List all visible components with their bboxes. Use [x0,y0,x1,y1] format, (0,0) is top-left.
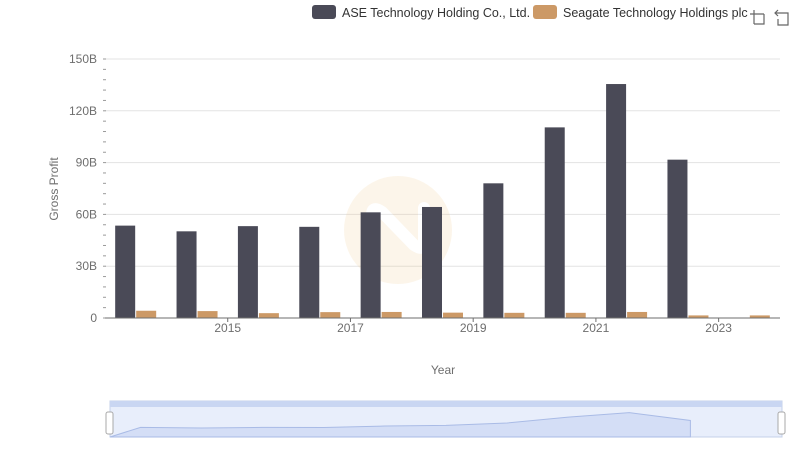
x-axis-title: Year [431,363,455,377]
x-tick-label: 2019 [460,321,487,335]
legend-item-seagate[interactable]: Seagate Technology Holdings plc [533,5,748,20]
zoom-icon[interactable] [750,10,765,25]
bar-ase-2017[interactable] [299,226,320,318]
slider-left-handle[interactable] [105,411,114,435]
bar-seagate-2017[interactable] [320,312,341,318]
bar-seagate-2021[interactable] [565,312,586,318]
slider-right-handle[interactable] [777,411,786,435]
bar-ase-2018[interactable] [360,212,381,318]
bars [115,84,770,318]
y-tick-label: 90B [76,156,97,170]
bar-seagate-2014[interactable] [136,310,157,318]
legend-label-seagate: Seagate Technology Holdings plc [563,6,748,20]
bar-ase-2015[interactable] [176,231,197,318]
bar-seagate-2018[interactable] [381,311,402,318]
bar-ase-2014[interactable] [115,225,136,318]
bar-ase-2021[interactable] [544,127,565,318]
bar-seagate-2022[interactable] [627,311,648,318]
bar-ase-2023[interactable] [667,159,688,318]
bar-ase-2016[interactable] [237,226,258,318]
y-minor-ticks [103,58,106,319]
y-tick-label: 0 [90,311,97,325]
bar-seagate-2016[interactable] [258,313,279,318]
x-tick-label: 2015 [214,321,241,335]
y-tick-label: 60B [76,207,97,221]
y-tick-label: 150B [69,52,97,66]
legend-label-ase: ASE Technology Holding Co., Ltd. [342,6,530,20]
legend[interactable]: ASE Technology Holding Co., Ltd. Seagate… [312,5,748,20]
y-axis-tick-labels: 0 30B 60B 90B 120B 150B [69,52,97,325]
slider-overview-area [109,412,691,438]
legend-swatch-seagate [533,5,557,19]
slider-top-handle[interactable] [110,401,782,407]
bar-ase-2020[interactable] [483,183,504,318]
legend-swatch-ase [312,5,336,19]
y-axis-title: Gross Profit [47,157,61,221]
bar-seagate-2015[interactable] [197,311,218,318]
x-tick-label: 2023 [705,321,732,335]
data-zoom-slider[interactable] [105,400,786,438]
bar-seagate-2019[interactable] [443,312,463,318]
x-axis-tick-labels: 2015 2017 2019 2021 2023 [214,318,732,335]
reset-zoom-icon[interactable] [774,9,789,26]
x-tick-label: 2017 [337,321,364,335]
bar-seagate-2020[interactable] [504,312,525,318]
y-tick-label: 30B [76,259,97,273]
x-tick-label: 2021 [583,321,610,335]
bar-ase-2022[interactable] [606,84,627,318]
bar-seagate-2023[interactable] [688,315,709,318]
bar-ase-2019[interactable] [422,206,442,318]
legend-item-ase[interactable]: ASE Technology Holding Co., Ltd. [312,5,530,20]
bar-seagate-2024[interactable] [749,315,770,318]
y-tick-label: 120B [69,104,97,118]
